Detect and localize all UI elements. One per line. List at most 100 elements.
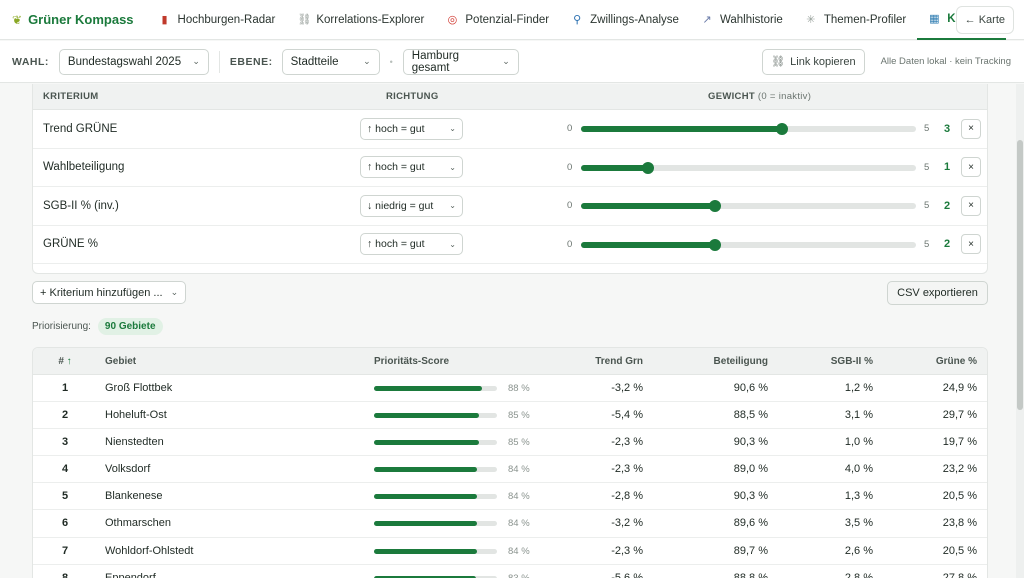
- criterion-row: GRÜNE % ↑ hoch = gut ⌄ 0 5 2 ×: [33, 226, 987, 264]
- rank-cell: 6: [61, 517, 69, 530]
- brand-name: Grüner Kompass: [28, 12, 134, 27]
- privacy-note: Alle Daten lokal · kein Tracking: [880, 56, 1011, 67]
- remove-criterion-button[interactable]: ×: [961, 157, 981, 178]
- direction-value: ↓ niedrig = gut: [367, 199, 434, 212]
- trend-cell: -2,3 %: [611, 436, 643, 449]
- criterion-row: SGB-II % (inv.) ↓ niedrig = gut ⌄ 0 5 2 …: [33, 187, 987, 226]
- chevron-down-icon: ⌄: [449, 201, 456, 211]
- brand[interactable]: ❦ Grüner Kompass: [0, 0, 148, 40]
- score-bar-fill: [374, 548, 478, 554]
- table-row[interactable]: 6 Othmarschen 84 % -3,2 % 89,6 % 3,5 % 2…: [33, 510, 987, 538]
- chevron-down-icon: ⌄: [449, 124, 456, 134]
- direction-select[interactable]: ↑ hoch = gut ⌄: [360, 233, 463, 256]
- top-nav: ❦ Grüner Kompass ▮ Hochburgen-Radar ⛓ Ko…: [0, 0, 1024, 40]
- tab-hochburgen-radar[interactable]: ▮ Hochburgen-Radar: [148, 0, 287, 40]
- remove-criterion-button[interactable]: ×: [961, 118, 981, 139]
- scrollbar-thumb[interactable]: [1017, 140, 1023, 410]
- slider-min-label: 0: [567, 238, 573, 250]
- wahl-select[interactable]: Bundestagswahl 2025 ⌄: [58, 48, 209, 75]
- criteria-rows: Trend GRÜNE ↑ hoch = gut ⌄ 0 5 3 × Wahlb…: [33, 110, 987, 264]
- ebene-label: EBENE:: [229, 55, 273, 68]
- tab-zwillings-analyse[interactable]: ⚲ Zwillings-Analyse: [560, 0, 690, 40]
- sgb-cell: 1,0 %: [844, 436, 873, 449]
- header-trend[interactable]: Trend Grn: [595, 356, 643, 367]
- table-row[interactable]: 2 Hoheluft-Ost 85 % -5,4 % 88,5 % 3,1 % …: [33, 402, 987, 430]
- area-cell: Blankenese: [105, 490, 163, 503]
- tab-potenzial-finder[interactable]: ◎ Potenzial-Finder: [435, 0, 560, 40]
- tab-korrelations-explorer[interactable]: ⛓ Korrelations-Explorer: [286, 0, 435, 40]
- sprout-icon: ❦: [12, 12, 23, 27]
- chevron-down-icon: ⌄: [449, 162, 456, 172]
- table-body: 1 Groß Flottbek 88 % -3,2 % 90,6 % 1,2 %…: [33, 375, 987, 578]
- area-cell: Volksdorf: [105, 463, 151, 476]
- direction-select[interactable]: ↑ hoch = gut ⌄: [360, 117, 463, 140]
- remove-criterion-button[interactable]: ×: [961, 234, 981, 255]
- header-rank[interactable]: # ↑: [33, 348, 97, 375]
- weight-slider-handle[interactable]: [642, 161, 654, 174]
- tab-label: Wahlhistorie: [719, 13, 783, 26]
- tab-label: Potenzial-Finder: [465, 13, 550, 26]
- weight-slider[interactable]: [581, 161, 916, 174]
- tab-wahlhistorie[interactable]: ↗ Wahlhistorie: [690, 0, 794, 40]
- score-bar-fill: [374, 521, 478, 527]
- header-score[interactable]: Prioritäts-Score: [374, 356, 450, 367]
- magnifier-icon: ⚲: [573, 14, 582, 26]
- ebene-select[interactable]: Stadtteile ⌄: [281, 48, 380, 75]
- table-row[interactable]: 1 Groß Flottbek 88 % -3,2 % 90,6 % 1,2 %…: [33, 375, 987, 403]
- weight-slider-handle[interactable]: [709, 200, 721, 212]
- weight-value: 2: [944, 199, 951, 212]
- weight-slider[interactable]: [581, 238, 916, 251]
- weight-slider-handle[interactable]: [709, 238, 721, 251]
- score-bar: [374, 440, 497, 446]
- chevron-down-icon: ⌄: [170, 287, 179, 297]
- table-row[interactable]: 7 Wohldorf-Ohlstedt 84 % -2,3 % 89,7 % 2…: [33, 538, 987, 565]
- slider-min-label: 0: [567, 200, 573, 212]
- sparkle-icon: ✳: [806, 14, 816, 26]
- direction-select[interactable]: ↑ hoch = gut ⌄: [360, 156, 463, 179]
- score-bar-fill: [374, 494, 478, 500]
- wahl-value: Bundestagswahl 2025: [67, 55, 182, 68]
- score-percent: 85 %: [508, 437, 530, 449]
- weight-slider-handle[interactable]: [776, 123, 788, 135]
- rank-cell: 8: [61, 571, 69, 578]
- table-row[interactable]: 3 Nienstedten 85 % -2,3 % 90,3 % 1,0 % 1…: [33, 429, 987, 457]
- table-row[interactable]: 5 Blankenese 84 % -2,8 % 90,3 % 1,3 % 20…: [33, 483, 987, 511]
- tab-themen-profiler[interactable]: ✳ Themen-Profiler: [794, 0, 917, 40]
- criterion-name: Wahlbeteiligung: [43, 161, 125, 174]
- rank-cell: 2: [61, 409, 69, 422]
- chevron-down-icon: ⌄: [449, 239, 456, 249]
- area-cell: Wohldorf-Ohlstedt: [105, 544, 194, 557]
- header-area[interactable]: Gebiet: [105, 356, 137, 367]
- copy-link-button[interactable]: ⛓ Link kopieren: [762, 48, 865, 75]
- map-button[interactable]: ← Karte: [955, 6, 1014, 34]
- separator-dot: •: [389, 56, 393, 67]
- criteria-header-weight: GEWICHT (0 = inaktiv): [708, 91, 811, 102]
- header-greens[interactable]: Grüne %: [935, 356, 977, 367]
- direction-select[interactable]: ↓ niedrig = gut ⌄: [360, 194, 463, 217]
- weight-slider[interactable]: [581, 200, 916, 212]
- weight-slider-fill: [581, 203, 715, 209]
- slider-max-label: 5: [924, 161, 930, 173]
- weight-value: 1: [944, 161, 951, 174]
- page-scrollbar[interactable]: [1016, 84, 1024, 578]
- table-row[interactable]: 8 Eppendorf 83 % -5,6 % 88,8 % 2,8 % 27,…: [33, 565, 987, 578]
- slider-max-label: 5: [924, 238, 930, 250]
- area-cell: Groß Flottbek: [105, 382, 173, 394]
- add-criterion-button[interactable]: + Kriterium hinzufügen ... ⌄: [32, 281, 187, 304]
- target-icon: ◎: [447, 14, 458, 26]
- score-percent: 85 %: [508, 410, 530, 422]
- header-turnout[interactable]: Beteiligung: [713, 356, 768, 367]
- direction-value: ↑ hoch = gut: [367, 238, 425, 251]
- criteria-header-name: KRITERIUM: [43, 91, 99, 102]
- bar-chart-icon: ▮: [161, 14, 168, 26]
- remove-criterion-button[interactable]: ×: [961, 195, 981, 216]
- score-percent: 84 %: [508, 545, 530, 557]
- rank-cell: 1: [61, 382, 69, 394]
- table-row[interactable]: 4 Volksdorf 84 % -2,3 % 89,0 % 4,0 % 23,…: [33, 456, 987, 484]
- header-sgb[interactable]: SGB-II %: [830, 356, 873, 367]
- csv-export-button[interactable]: CSV exportieren: [887, 281, 988, 305]
- weight-slider[interactable]: [581, 123, 916, 135]
- sgb-cell: 1,3 %: [844, 490, 873, 503]
- turnout-cell: 89,0 %: [733, 463, 768, 476]
- region-select[interactable]: Hamburg gesamt ⌄: [402, 48, 519, 75]
